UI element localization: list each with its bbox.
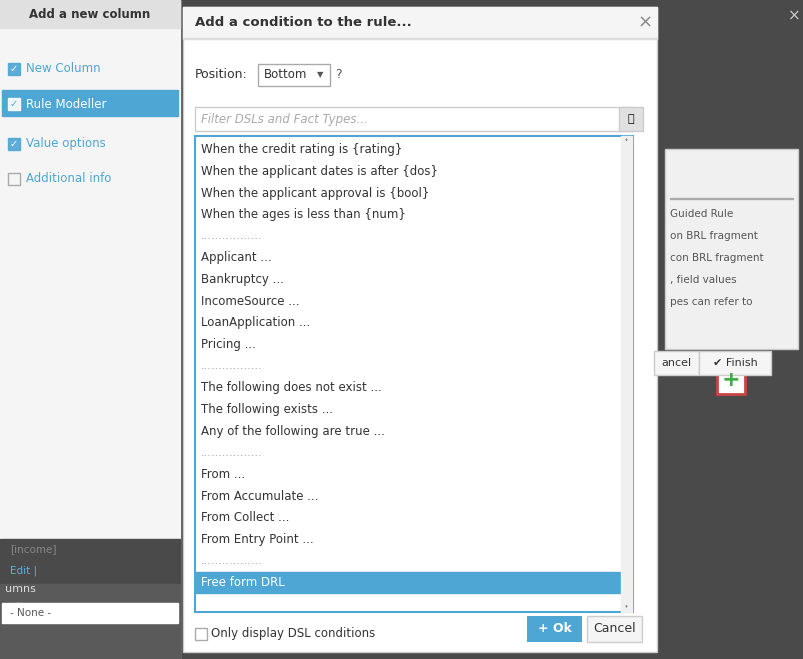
- Text: Bottom: Bottom: [263, 69, 307, 82]
- Text: When the applicant dates is after {dos}: When the applicant dates is after {dos}: [201, 165, 438, 178]
- Text: Filter DSLs and Fact Types...: Filter DSLs and Fact Types...: [201, 113, 367, 125]
- Bar: [8, 138, 20, 150]
- FancyBboxPatch shape: [258, 64, 329, 86]
- Bar: [8, 63, 20, 75]
- Text: Value options: Value options: [26, 138, 106, 150]
- Bar: [0, 539, 180, 659]
- Text: .................: .................: [201, 361, 263, 371]
- Bar: [0, 0, 180, 659]
- Text: on BRL fragment: on BRL fragment: [669, 231, 757, 241]
- FancyBboxPatch shape: [526, 616, 581, 642]
- Bar: [2, 90, 177, 116]
- Bar: [183, 7, 656, 39]
- Text: Rule Modeller: Rule Modeller: [26, 98, 106, 111]
- Bar: [620, 136, 631, 612]
- Text: Guided Rule: Guided Rule: [669, 209, 732, 219]
- Text: When the credit rating is {rating}: When the credit rating is {rating}: [201, 143, 402, 156]
- Text: +: +: [721, 370, 740, 390]
- Text: ✓: ✓: [10, 64, 18, 74]
- Text: Applicant ...: Applicant ...: [201, 252, 271, 264]
- Bar: [195, 628, 206, 640]
- Text: .................: .................: [201, 447, 263, 458]
- Text: Position:: Position:: [195, 69, 247, 82]
- Text: pes can refer to: pes can refer to: [669, 297, 752, 307]
- Text: From ...: From ...: [201, 468, 245, 481]
- Bar: [0, 0, 180, 28]
- Bar: [2, 603, 177, 623]
- Text: From Accumulate ...: From Accumulate ...: [201, 490, 318, 503]
- Text: Bankruptcy ...: Bankruptcy ...: [201, 273, 283, 286]
- Text: LoanApplication ...: LoanApplication ...: [201, 316, 310, 330]
- FancyBboxPatch shape: [183, 7, 656, 652]
- Text: , field values: , field values: [669, 275, 736, 285]
- FancyBboxPatch shape: [195, 107, 632, 131]
- Text: ✓: ✓: [10, 99, 18, 109]
- FancyBboxPatch shape: [653, 351, 698, 375]
- Text: 🔍: 🔍: [627, 114, 634, 124]
- Bar: [658, 0, 803, 659]
- Bar: [0, 584, 180, 659]
- Text: ✓: ✓: [10, 139, 18, 149]
- FancyBboxPatch shape: [716, 366, 744, 394]
- Text: Pricing ...: Pricing ...: [201, 338, 255, 351]
- Text: The following does not exist ...: The following does not exist ...: [201, 382, 381, 394]
- Text: New Column: New Column: [26, 63, 100, 76]
- Text: ✔ Finish: ✔ Finish: [711, 358, 756, 368]
- Text: ×: ×: [787, 9, 799, 24]
- Text: Edit |: Edit |: [10, 565, 37, 576]
- Text: Only display DSL conditions: Only display DSL conditions: [210, 627, 375, 641]
- Text: - None -: - None -: [10, 608, 51, 618]
- Text: Add a condition to the rule...: Add a condition to the rule...: [195, 16, 411, 30]
- Text: IncomeSource ...: IncomeSource ...: [201, 295, 300, 308]
- Text: con BRL fragment: con BRL fragment: [669, 253, 763, 263]
- Text: The following exists ...: The following exists ...: [201, 403, 332, 416]
- FancyBboxPatch shape: [618, 107, 642, 131]
- Text: + Ok: + Ok: [537, 623, 571, 635]
- Text: Add a new column: Add a new column: [30, 7, 150, 20]
- Bar: [196, 572, 631, 593]
- FancyBboxPatch shape: [195, 136, 632, 612]
- Text: .................: .................: [201, 231, 263, 241]
- FancyBboxPatch shape: [586, 616, 642, 642]
- Text: ?: ?: [334, 69, 341, 82]
- Text: When the ages is less than {num}: When the ages is less than {num}: [201, 208, 406, 221]
- Bar: [669, 198, 792, 199]
- Text: When the applicant approval is {bool}: When the applicant approval is {bool}: [201, 186, 429, 200]
- Text: ▼: ▼: [316, 71, 323, 80]
- Text: From Entry Point ...: From Entry Point ...: [201, 532, 313, 546]
- Text: Free form DRL: Free form DRL: [201, 576, 284, 589]
- Text: ancel: ancel: [660, 358, 691, 368]
- FancyBboxPatch shape: [664, 149, 797, 349]
- Text: [income]: [income]: [10, 544, 56, 554]
- Text: From Collect ...: From Collect ...: [201, 511, 289, 524]
- Bar: [183, 38, 656, 39]
- Text: Additional info: Additional info: [26, 173, 112, 185]
- Text: umns: umns: [5, 584, 36, 594]
- Text: .................: .................: [201, 556, 263, 566]
- Text: ×: ×: [637, 14, 652, 32]
- Bar: [8, 173, 20, 185]
- Text: Any of the following are true ...: Any of the following are true ...: [201, 424, 385, 438]
- FancyBboxPatch shape: [698, 351, 770, 375]
- Text: Cancel: Cancel: [593, 623, 635, 635]
- Text: erit:: erit:: [5, 602, 27, 612]
- Bar: [8, 98, 20, 110]
